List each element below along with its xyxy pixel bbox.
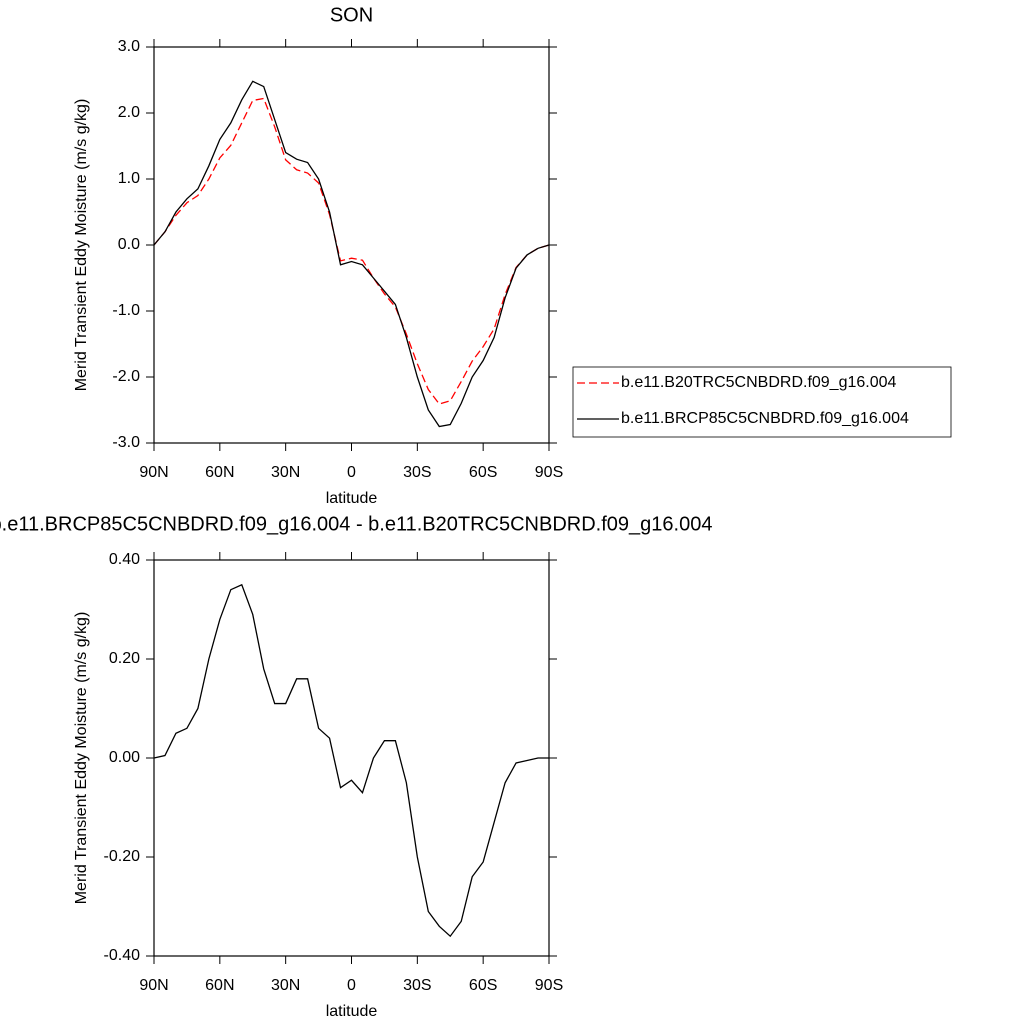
x-tick-label: 30S — [403, 977, 431, 994]
y-tick-label: -3.0 — [112, 434, 140, 451]
legend-label: b.e11.BRCP85C5CNBDRD.f09_g16.004 — [621, 410, 909, 427]
y-tick-label: 0.0 — [118, 236, 140, 253]
y-tick-label: -2.0 — [112, 368, 140, 385]
legend-label: b.e11.B20TRC5CNBDRD.f09_g16.004 — [621, 374, 897, 391]
series-line — [153, 97, 550, 405]
series-line — [153, 80, 550, 428]
y-tick-label: 0.00 — [109, 749, 140, 766]
x-tick-label: 0 — [347, 977, 356, 994]
y-tick-label: 0.40 — [109, 551, 140, 568]
x-tick-label: 60S — [469, 464, 497, 481]
y-tick-label: 0.20 — [109, 650, 140, 667]
chart-title: SON — [330, 4, 373, 26]
x-tick-label: 90S — [535, 464, 563, 481]
y-axis-label: Merid Transient Eddy Moisture (m/s g/kg) — [73, 99, 90, 392]
legend-box — [572, 366, 952, 438]
y-tick-label: 3.0 — [118, 38, 140, 55]
x-tick-label: 90N — [139, 464, 168, 481]
x-tick-label: 90N — [139, 977, 168, 994]
x-tick-label: 30S — [403, 464, 431, 481]
plot-frame — [153, 559, 550, 957]
x-tick-label: 30N — [271, 464, 300, 481]
x-tick-label: 60N — [205, 977, 234, 994]
y-tick-label: 2.0 — [118, 104, 140, 121]
y-tick-label: -0.40 — [104, 947, 141, 964]
chart-title: b.e11.BRCP85C5CNBDRD.f09_g16.004 - b.e11… — [0, 513, 712, 535]
x-axis-label: latitude — [326, 490, 378, 507]
y-tick-label: -1.0 — [112, 302, 140, 319]
series-line — [153, 583, 549, 938]
x-tick-label: 60N — [205, 464, 234, 481]
x-tick-label: 90S — [535, 977, 563, 994]
x-tick-label: 60S — [469, 977, 497, 994]
y-tick-label: -0.20 — [104, 848, 141, 865]
plot-frame — [153, 46, 550, 444]
y-tick-label: 1.0 — [118, 170, 140, 187]
y-axis-label: Merid Transient Eddy Moisture (m/s g/kg) — [73, 612, 90, 905]
x-axis-label: latitude — [326, 1003, 378, 1020]
x-tick-label: 0 — [347, 464, 356, 481]
x-tick-label: 30N — [271, 977, 300, 994]
